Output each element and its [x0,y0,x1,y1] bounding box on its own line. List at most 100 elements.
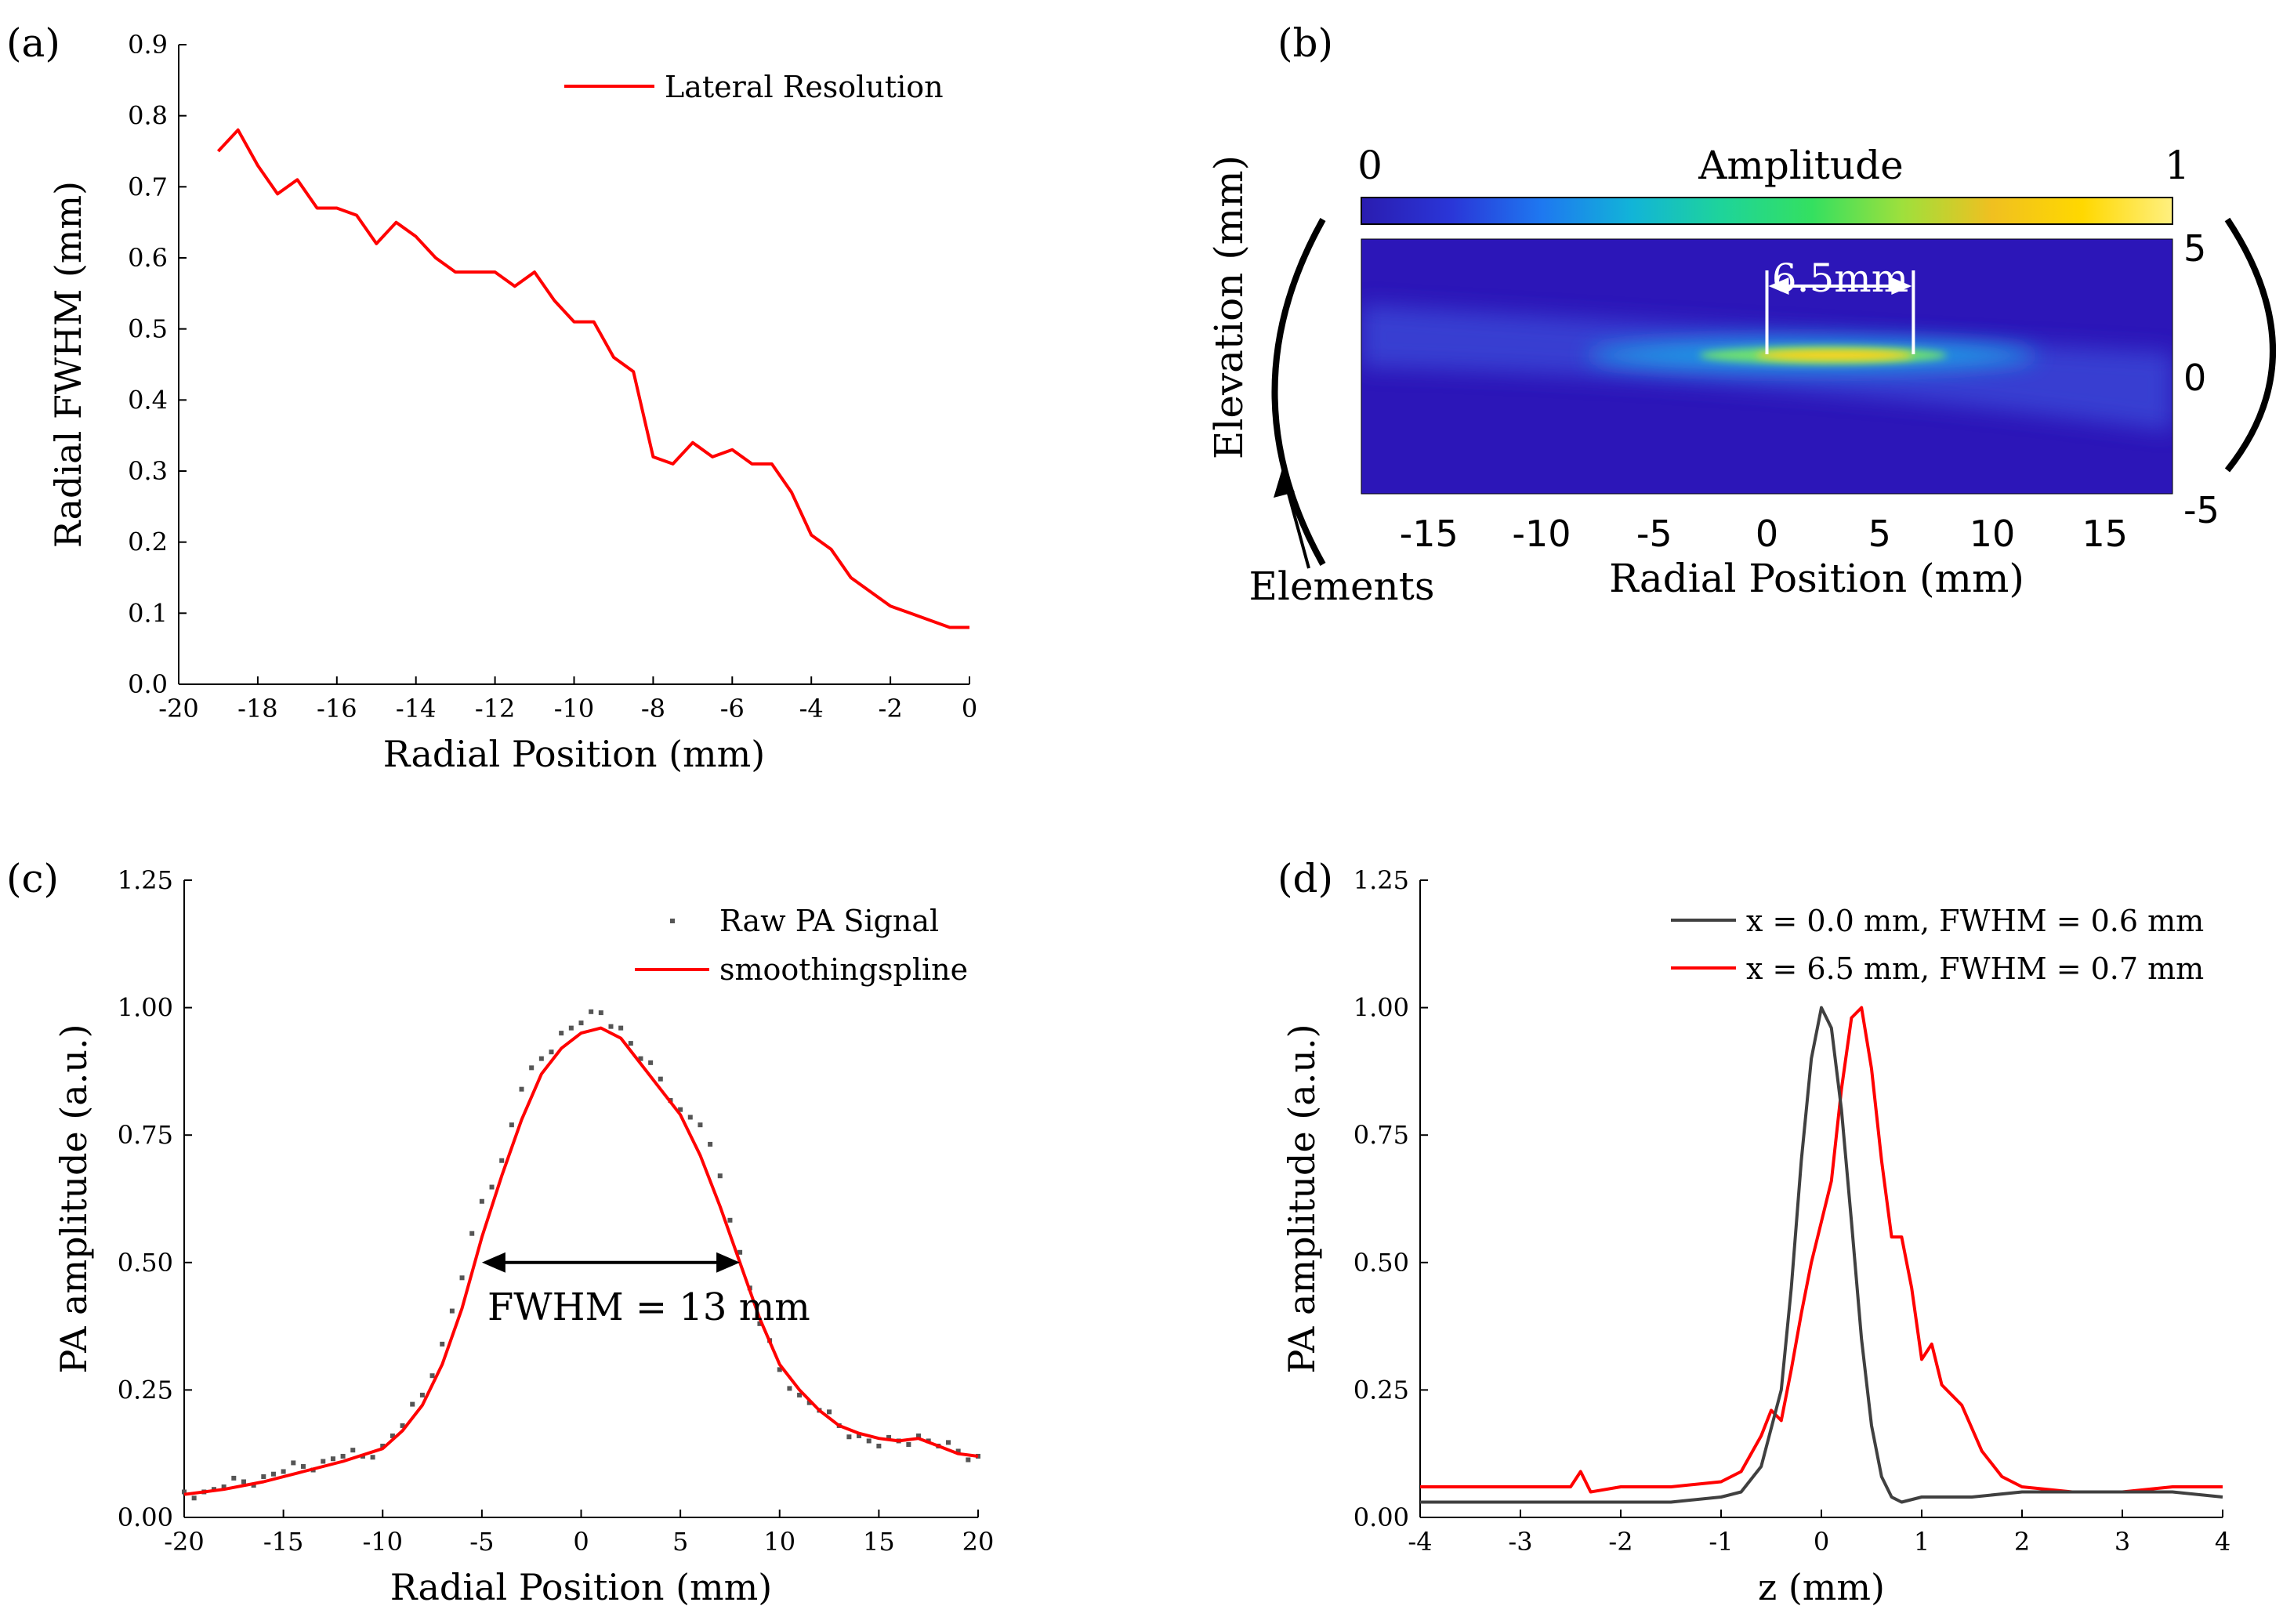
x-tick-label: -4 [1408,1527,1432,1557]
raw-pa-point [419,1392,425,1397]
raw-pa-point [806,1400,812,1405]
raw-pa-point [737,1249,743,1255]
x-tick-label: 0 [962,694,977,723]
x-tick-label: -6 [720,694,745,723]
raw-pa-point [906,1441,911,1447]
raw-pa-point [727,1217,733,1223]
panel-label: (b) [1277,20,1333,66]
series-line-x0.0 [1420,1006,2223,1504]
x-tick-label: -2 [1608,1527,1633,1557]
panel-b: (b)0 Amplitude 16.5mm-15 -10 -5 0 5 10 1550-5Rad… [1206,20,2276,609]
raw-pa-point [698,1122,703,1128]
transducer-arc-right [2224,217,2276,473]
y-tick-label: 0.50 [1353,1248,1409,1278]
raw-pa-point [559,1031,564,1036]
y-tick-label: 0.75 [118,1120,173,1150]
panel-label: (d) [1277,856,1333,901]
raw-pa-point [459,1275,465,1281]
raw-pa-point [241,1479,246,1484]
x-tick-label: -16 [317,694,357,723]
y-tick-label: 0.1 [128,598,168,628]
y-axis-label: Elevation (mm) [1206,155,1252,459]
x-tick-label: 4 [2215,1527,2230,1557]
x-tick-label: 10 [1970,513,2016,555]
x-tick-label: -3 [1508,1527,1532,1557]
y-tick-label: 1.00 [118,993,173,1023]
raw-pa-point [429,1373,435,1379]
y-tick-label: -5 [2183,489,2220,531]
x-tick-label: -14 [396,694,437,723]
raw-pa-point [281,1469,286,1474]
raw-pa-point [708,1141,713,1147]
raw-pa-point [390,1433,395,1438]
heatmap-frame [1361,238,2173,495]
raw-pa-point [410,1401,415,1407]
panel-a: (a)-20 -18 -16 -14 -12 -10 -8 -6 -4 -2 00.00.10.20… [6,20,977,775]
raw-pa-point [966,1457,971,1463]
x-tick-label: -10 [362,1527,403,1557]
colorbar-max-label: 1 [2165,143,2190,188]
x-tick-label: -4 [799,694,824,723]
beam-core [1756,350,1914,361]
x-tick-label: -2 [879,694,903,723]
panel-label: (c) [6,856,59,901]
panel-label: (a) [6,20,60,66]
raw-pa-point [598,1010,603,1016]
legend: Raw PA Signal smoothingspline [635,904,968,987]
raw-pa-point [340,1453,346,1459]
y-tick-label: 0.8 [128,101,168,131]
raw-pa-point [638,1056,643,1061]
x-axis-label: Radial Position (mm) [383,733,765,775]
elements-label: Elements [1248,564,1434,609]
raw-pa-point [857,1433,862,1438]
raw-pa-point [618,1025,624,1031]
x-tick-label: 15 [2082,513,2128,555]
raw-pa-point [469,1231,475,1236]
raw-pa-point [231,1475,237,1481]
raw-pa-point [538,1056,544,1061]
raw-pa-point [440,1341,445,1347]
y-tick-label: 0.4 [128,385,168,415]
panel-c: (c) -20 -15 -10 -5 0 5 10 15 20 0.00 0.25 0.50 0.75 1.… [6,856,994,1608]
raw-pa-point [221,1484,226,1489]
raw-pa-point [717,1173,723,1179]
x-tick-label: 2 [2014,1527,2030,1557]
raw-pa-point [479,1198,484,1204]
annotation-arrowhead-right [1891,277,1912,295]
raw-pa-point [400,1423,405,1428]
x-axis-label: Radial Position (mm) [1609,556,2024,601]
legend-label: x = 6.5 mm, FWHM = 0.7 mm [1746,952,2204,986]
x-tick-label: 0 [1814,1527,1829,1557]
x-tick-label: 3 [2114,1527,2130,1557]
x-tick-label: 20 [962,1527,995,1557]
y-tick-label: 0.0 [128,669,168,699]
x-tick-label: -10 [1512,513,1571,555]
legend-label: Lateral Resolution [665,70,944,104]
y-tick-label: 5 [2183,227,2206,270]
raw-pa-point [608,1024,614,1029]
x-tick-label: -15 [263,1527,304,1557]
raw-pa-point [270,1471,276,1477]
raw-pa-point [291,1460,296,1466]
x-axis-label: z (mm) [1758,1566,1885,1608]
raw-pa-point [946,1440,951,1445]
raw-pa-point [648,1060,654,1065]
x-tick-label: 15 [863,1527,895,1557]
raw-pa-point [330,1456,335,1462]
x-tick-label: 5 [1868,513,1891,555]
raw-pa-point [370,1455,375,1460]
colorbar [1361,197,2173,225]
y-tick-label: 0.9 [128,30,168,60]
legend-label: x = 0.0 mm, FWHM = 0.6 mm [1746,904,2204,938]
y-tick-label: 0.5 [128,314,168,344]
transducer-arc-left [1271,218,1326,566]
raw-pa-point [866,1438,872,1444]
raw-pa-point [251,1483,256,1488]
raw-pa-point [589,1009,594,1014]
raw-pa-point [519,1086,524,1092]
raw-pa-point [777,1367,782,1372]
x-axis-label: Radial Position (mm) [390,1566,772,1608]
legend-label: smoothingspline [719,952,968,987]
raw-pa-point [578,1020,584,1026]
series-line-lateral-resolution [216,128,969,629]
